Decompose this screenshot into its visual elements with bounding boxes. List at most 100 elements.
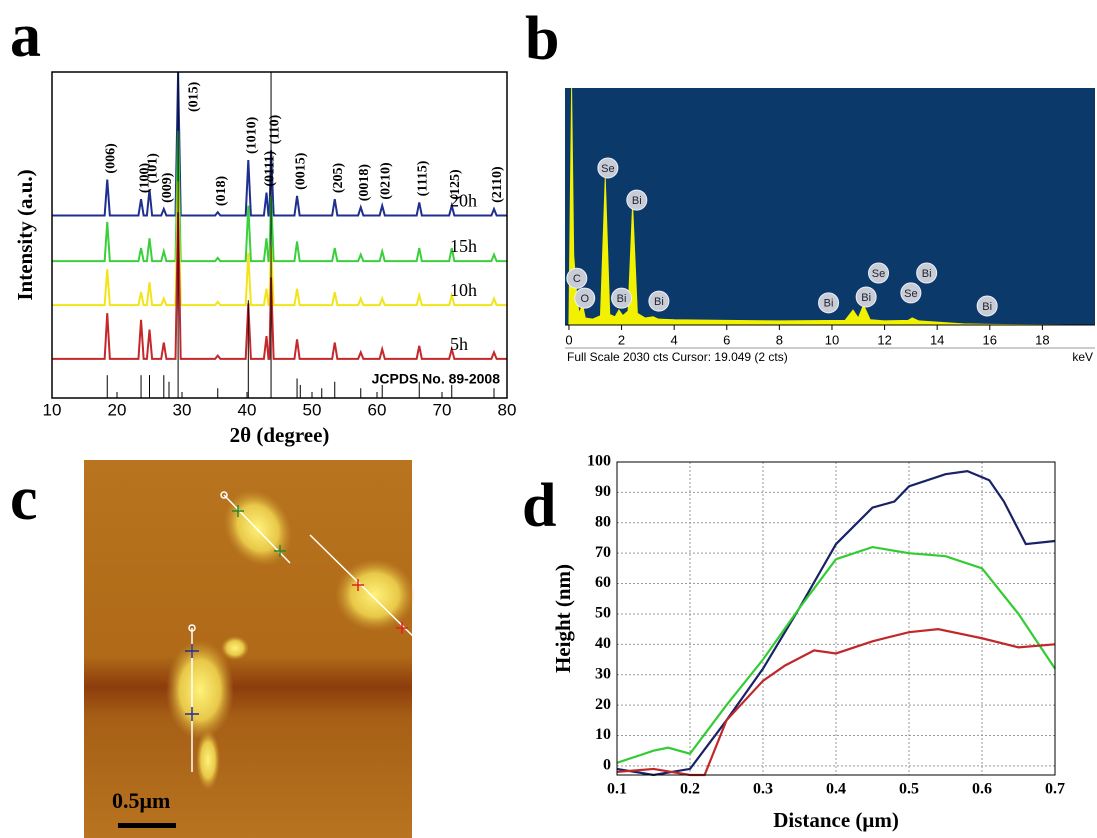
element-label: Bi	[824, 298, 834, 310]
element-label: Bi	[632, 195, 642, 207]
element-marker	[611, 287, 633, 309]
panel-label: c	[10, 465, 38, 533]
x-tick-label: 0.3	[753, 781, 773, 798]
peak-label: (2110)	[490, 166, 505, 203]
element-marker	[900, 282, 922, 304]
y-tick-label: 10	[595, 726, 611, 743]
x-axis-label: 2θ (degree)	[230, 423, 330, 447]
peak-label: (0018)	[357, 164, 372, 202]
x-tick-label: 0.4	[826, 781, 846, 798]
x-tick-label: 12	[877, 332, 891, 347]
afm-image	[84, 460, 424, 838]
element-label: Bi	[861, 292, 871, 304]
x-tick-label: 10	[825, 332, 839, 347]
element-marker	[648, 290, 670, 312]
peak-label: (0210)	[378, 162, 393, 200]
element-label: C	[573, 273, 581, 285]
element-marker	[855, 286, 877, 308]
x-tick-label: 2	[618, 332, 625, 347]
x-tick-label: 0	[565, 332, 572, 347]
x-tick-label: 0.5	[899, 781, 919, 798]
x-tick-label: 60	[368, 400, 387, 419]
series-label: 10h	[450, 280, 477, 300]
profile-line	[616, 469, 1056, 777]
element-label: Bi	[982, 301, 992, 313]
element-marker	[976, 295, 998, 317]
element-label: Bi	[922, 268, 932, 280]
spectrum	[568, 87, 1069, 326]
x-tick-label: 0.1	[607, 781, 627, 798]
x-tick-label: 14	[930, 332, 944, 347]
series-label: 5h	[450, 334, 468, 354]
x-tick-label: 0.7	[1045, 781, 1065, 798]
element-marker	[566, 267, 588, 289]
x-tick-label: 40	[238, 400, 257, 419]
peak-label: (006)	[103, 143, 118, 174]
y-axis-label: Intensity (a.u.)	[13, 169, 37, 300]
element-marker	[574, 287, 596, 309]
panel-label: d	[522, 472, 556, 540]
x-tick-label: 50	[303, 400, 322, 419]
plot-frame	[616, 461, 1056, 776]
y-tick-label: 80	[595, 513, 611, 530]
element-label: Se	[601, 163, 614, 175]
x-unit: keV	[1072, 350, 1093, 364]
panel-label: b	[525, 5, 559, 73]
footer: Full Scale 2030 cts Cursor: 19.049 (2 ct…	[567, 350, 788, 364]
peak-label: (0015)	[293, 152, 308, 190]
element-label: Bi	[617, 293, 627, 305]
x-tick-label: 6	[723, 332, 730, 347]
element-label: Se	[872, 268, 885, 280]
peak-label: (1115)	[415, 160, 430, 196]
x-tick-label: 0.6	[972, 781, 992, 798]
y-tick-label: 70	[595, 544, 611, 561]
element-label: O	[580, 293, 589, 305]
xrd-line	[52, 181, 507, 307]
reference-label: JCPDS No. 89-2008	[372, 371, 501, 387]
element-marker	[818, 292, 840, 314]
y-tick-label: 20	[595, 696, 611, 713]
peak-label: (101)	[146, 153, 161, 184]
y-tick-label: 90	[595, 483, 611, 500]
element-marker	[916, 262, 938, 284]
series-label: 15h	[450, 236, 477, 256]
xrd-line	[52, 71, 507, 217]
x-tick-label: 20	[108, 400, 127, 419]
peak-label: (009)	[160, 172, 175, 203]
panel-label: a	[10, 2, 41, 70]
peak-label: (205)	[331, 162, 346, 193]
peak-label: (110)	[267, 114, 282, 144]
x-tick-label: 10	[43, 400, 62, 419]
x-tick-label: 0.2	[680, 781, 700, 798]
element-marker	[626, 189, 648, 211]
y-tick-label: 100	[587, 453, 611, 470]
x-tick-label: 80	[498, 400, 517, 419]
peak-label: (018)	[214, 176, 229, 207]
plot-background	[565, 88, 1095, 325]
x-tick-label: 16	[983, 332, 997, 347]
xrd-line	[52, 212, 507, 360]
peak-label: (015)	[186, 81, 201, 112]
y-tick-label: 60	[595, 574, 611, 591]
x-tick-label: 4	[671, 332, 678, 347]
element-marker	[597, 157, 619, 179]
x-tick-label: 70	[433, 400, 452, 419]
x-axis-label: Distance (μm)	[773, 808, 899, 832]
peak-label: (125)	[448, 169, 463, 200]
plot-frame	[51, 71, 508, 399]
y-axis-label: Height (nm)	[551, 564, 575, 673]
series-label: 20h	[450, 191, 477, 211]
peak-label: (0111)	[263, 151, 278, 187]
peak-label: (1010)	[245, 116, 260, 154]
xrd-line	[52, 130, 507, 263]
profile-line	[616, 545, 1056, 764]
y-tick-label: 40	[595, 635, 611, 652]
element-label: Bi	[654, 296, 664, 308]
y-tick-label: 0	[603, 757, 611, 774]
y-tick-label: 30	[595, 665, 611, 682]
scale-bar-label: 0.5μm	[112, 788, 170, 813]
y-tick-label: 50	[595, 605, 611, 622]
x-tick-label: 8	[776, 332, 783, 347]
